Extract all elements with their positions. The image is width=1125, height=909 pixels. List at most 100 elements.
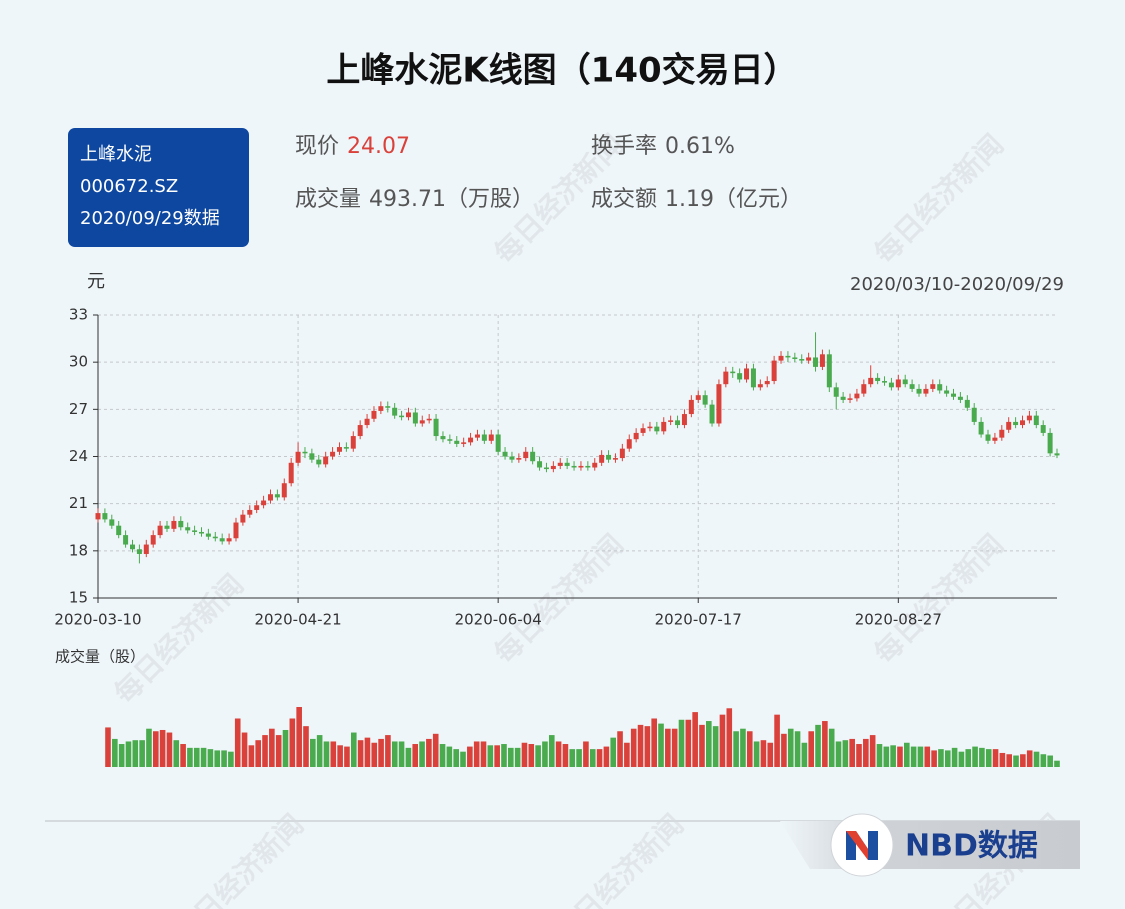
candle-body — [571, 465, 577, 468]
volume-bar — [139, 740, 145, 767]
volume-bar — [658, 723, 664, 767]
candle-body — [578, 465, 584, 468]
volume-bar — [521, 742, 528, 767]
volume-bar — [985, 749, 992, 767]
candle-body — [785, 355, 791, 358]
volume-bar — [917, 746, 924, 767]
volume-bar — [903, 742, 910, 767]
data-date: 2020/09/29数据 — [80, 208, 220, 229]
candle-body — [992, 437, 998, 441]
candle-body — [219, 538, 225, 542]
candle-body — [392, 407, 398, 416]
volume-bar — [385, 735, 391, 767]
candle-body — [612, 458, 618, 460]
candle-body — [923, 388, 929, 394]
volume-bar — [371, 742, 378, 767]
volume-bar — [787, 728, 794, 767]
volume-bar — [746, 731, 753, 767]
candle-body — [978, 421, 984, 435]
volume-bar — [596, 749, 603, 767]
volume-bar — [774, 714, 780, 767]
volume-bar — [112, 738, 118, 767]
candle-body — [985, 434, 991, 441]
candle-body — [951, 393, 957, 397]
y-tick-label: 27 — [69, 400, 88, 418]
candle-body — [909, 384, 915, 389]
volume-bar — [958, 751, 965, 767]
candle-body — [399, 415, 405, 418]
volume-bar — [1047, 755, 1053, 767]
volume-bar — [583, 741, 589, 767]
volume-bar — [467, 746, 473, 767]
volume-bar — [924, 746, 931, 767]
volume-bar — [453, 749, 459, 767]
candle-body — [1054, 453, 1060, 456]
candle-body — [806, 357, 812, 361]
volume-bar — [835, 741, 842, 767]
candle-body — [633, 432, 639, 440]
volume-bar — [644, 726, 651, 767]
candle-body — [585, 465, 591, 468]
volume-bar — [569, 749, 576, 767]
volume-bar — [132, 740, 139, 767]
volume-bar — [214, 750, 221, 767]
volume-bar — [200, 747, 207, 767]
candle-body — [171, 520, 177, 529]
candle-body — [143, 544, 149, 554]
candle-body — [433, 418, 439, 437]
stat: 成交量 493.71（万股） — [295, 187, 534, 212]
candle-body — [136, 549, 142, 554]
volume-bar — [193, 747, 200, 767]
candle-body — [668, 420, 674, 422]
volume-bar — [637, 724, 644, 767]
candle-body — [468, 437, 474, 443]
candle-body — [537, 461, 543, 468]
volume-bar — [446, 746, 453, 767]
volume-bar — [159, 729, 166, 767]
watermark: 每日经济新闻 — [488, 528, 630, 670]
candle-body — [157, 525, 163, 536]
candle-body — [233, 522, 239, 539]
candle-body — [654, 426, 660, 432]
candle-body — [564, 462, 570, 466]
volume-bar — [310, 738, 316, 767]
volume-bar — [1040, 754, 1047, 767]
candle-body — [833, 387, 839, 397]
candle-body — [378, 406, 384, 411]
candle-body — [709, 404, 715, 424]
candle-body — [509, 456, 515, 460]
volume-bar — [692, 712, 698, 767]
candle-body — [1020, 420, 1026, 426]
candle-body — [550, 465, 556, 470]
candle-body — [405, 412, 411, 418]
volume-bar — [255, 740, 262, 767]
volume-bar — [555, 741, 562, 767]
stat-label: 成交额 — [591, 187, 657, 212]
candle-body — [474, 434, 480, 438]
candle-body — [350, 436, 356, 449]
candle-body — [716, 384, 722, 424]
volume-bar — [883, 746, 890, 767]
volume-bar — [842, 740, 849, 767]
candle-body — [744, 368, 750, 380]
volume-bar — [808, 731, 815, 767]
candle-body — [819, 354, 825, 367]
volume-bar — [303, 726, 309, 767]
y-tick-label: 15 — [69, 589, 88, 607]
candle-body — [695, 395, 701, 400]
candle-body — [647, 426, 653, 429]
volume-bar — [965, 749, 972, 767]
volume-bar — [405, 747, 412, 767]
volume-bar — [699, 724, 705, 767]
volume-bar — [398, 741, 405, 767]
volume-bar — [473, 741, 480, 767]
volume-bar — [781, 733, 787, 767]
volume-bar — [589, 749, 596, 767]
volume-bar — [685, 719, 692, 767]
volume-bar — [706, 721, 712, 767]
candle-body — [336, 447, 342, 452]
volume-bar — [603, 746, 610, 767]
candle-body — [737, 373, 743, 380]
volume-bar — [501, 744, 507, 767]
